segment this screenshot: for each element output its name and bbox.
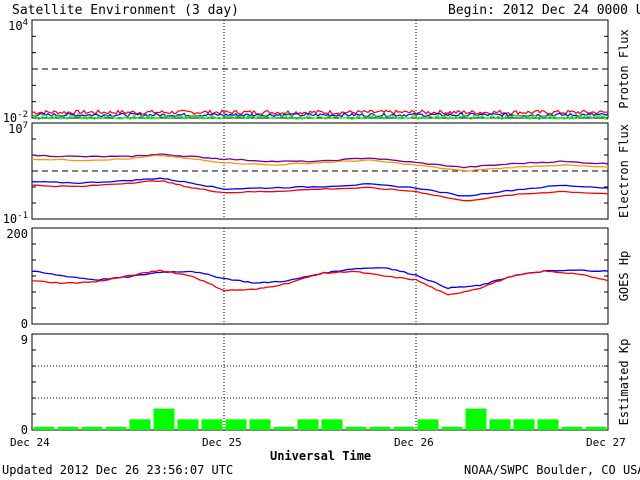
kp-bar (225, 419, 247, 430)
updated-timestamp: Updated 2012 Dec 26 23:56:07 UTC (2, 463, 233, 477)
kp-bar (81, 426, 103, 430)
x-tick-dec25: Dec 25 (202, 436, 242, 449)
electron-series-purple (31, 153, 609, 169)
kp-bar (297, 419, 319, 430)
electron-ytick-bottom: 10-1 (3, 211, 28, 226)
goes_hp-series-red (32, 269, 609, 296)
goes_hp-ytick-bottom: 0 (21, 317, 28, 331)
proton-ylabel: Proton Flux (617, 29, 631, 108)
kp-bar (273, 426, 295, 430)
x-tick-dec27: Dec 27 (586, 436, 626, 449)
kp-ytick-bottom: 0 (21, 423, 28, 437)
kp-bar (105, 426, 127, 430)
kp-bar (417, 419, 439, 430)
kp-bar (129, 419, 151, 430)
kp-bar (321, 419, 343, 430)
kp-frame (31, 333, 609, 431)
kp-bar (489, 419, 511, 430)
electron-ytick-top: 107 (8, 121, 28, 136)
kp-bar (249, 419, 271, 430)
kp-bar (585, 426, 607, 430)
goes_hp-ytick-top: 200 (6, 227, 28, 241)
electron-frame (31, 122, 609, 220)
x-axis-label: Universal Time (270, 449, 371, 463)
x-tick-dec24: Dec 24 (10, 436, 50, 449)
kp-bar (369, 426, 391, 430)
x-tick-dec26: Dec 26 (394, 436, 434, 449)
proton-series-red (31, 109, 609, 116)
begin-time: Begin: 2012 Dec 24 0000 UTC (448, 3, 640, 18)
kp-bar (33, 426, 55, 430)
kp-bar (513, 419, 535, 430)
electron-ylabel: Electron Flux (617, 124, 631, 218)
electron-series-blue (31, 177, 609, 197)
kp-bar (537, 419, 559, 430)
goes_hp-ylabel: GOES Hp (617, 251, 631, 302)
proton-frame (31, 19, 609, 119)
kp-bar (177, 419, 199, 430)
electron-series-orange (31, 154, 609, 172)
proton-ytick-top: 104 (8, 18, 28, 33)
kp-bar (561, 426, 583, 430)
proton-series-green (32, 114, 608, 121)
kp-bar (441, 426, 463, 430)
kp-bar (345, 426, 367, 430)
kp-ytick-top: 9 (21, 333, 28, 347)
proton-ytick-bottom: 10-2 (3, 110, 28, 125)
chart-title: Satellite Environment (3 day) (12, 3, 239, 18)
electron-series-red (31, 180, 609, 202)
goes_hp-frame (31, 227, 609, 325)
kp-bar (57, 426, 79, 430)
kp-bar (153, 408, 175, 430)
plot-panels: 104 10-2 Proton Flux 107 10-1 Electron Flux 20… (3, 18, 631, 437)
kp-bar (201, 419, 223, 430)
credit-text: NOAA/SWPC Boulder, CO USA (464, 463, 640, 477)
kp-bar (393, 426, 415, 430)
kp-bar (465, 408, 487, 430)
kp-ylabel: Estimated Kp (617, 339, 631, 426)
